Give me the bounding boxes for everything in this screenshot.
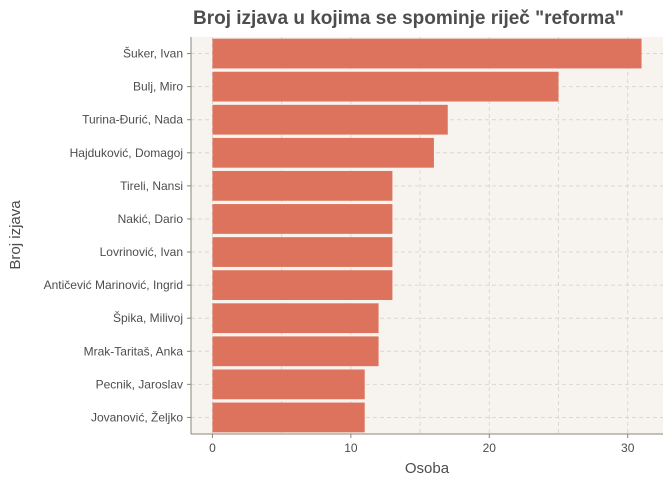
bar	[212, 270, 393, 301]
y-tick-label: Bulj, Miro	[133, 80, 183, 94]
x-axis-label: Osoba	[405, 460, 450, 477]
bar	[212, 303, 379, 334]
y-tick-label: Pecnik, Jaroslav	[96, 377, 183, 391]
y-tick-label: Lovrinović, Ivan	[100, 245, 183, 259]
bar	[212, 71, 559, 102]
x-tick-labels: 0 10 20 30	[209, 441, 635, 455]
x-tick-label: 20	[483, 441, 497, 455]
bar	[212, 336, 379, 367]
y-tick-label: Špika, Milivoj	[113, 310, 183, 325]
bar	[212, 137, 434, 168]
x-tick-label: 0	[209, 441, 216, 455]
y-tick-label: Šuker, Ivan	[123, 46, 183, 61]
bar	[212, 204, 393, 234]
y-tick-label: Nakić, Dario	[118, 212, 184, 226]
x-tick-label: 10	[344, 441, 358, 455]
y-tick-label: Antičević Marinović, Ingrid	[44, 278, 183, 292]
y-tick-label: Mrak-Taritaš, Anka	[84, 344, 184, 358]
y-tick-label: Turina-Đurić, Nada	[82, 113, 183, 127]
y-tick-label: Hajduković, Domagoj	[70, 146, 183, 160]
y-tick-labels: Šuker, Ivan Bulj, Miro Turina-Đurić, Nada H…	[44, 46, 184, 425]
bar	[212, 38, 642, 69]
bar	[212, 237, 393, 267]
bar	[212, 104, 448, 135]
plot-panel	[191, 37, 663, 434]
axes	[187, 37, 663, 438]
bar	[212, 402, 365, 433]
x-tick-label: 30	[621, 441, 635, 455]
bars	[212, 38, 642, 433]
y-tick-label: Tireli, Nansi	[120, 179, 183, 193]
bar	[212, 369, 365, 400]
bar	[212, 170, 393, 201]
chart-title: Broj izjava u kojima se spominje riječ "…	[193, 8, 624, 29]
y-tick-label: Jovanović, Željko	[91, 409, 183, 424]
y-axis-label: Broj izjava	[7, 200, 24, 270]
